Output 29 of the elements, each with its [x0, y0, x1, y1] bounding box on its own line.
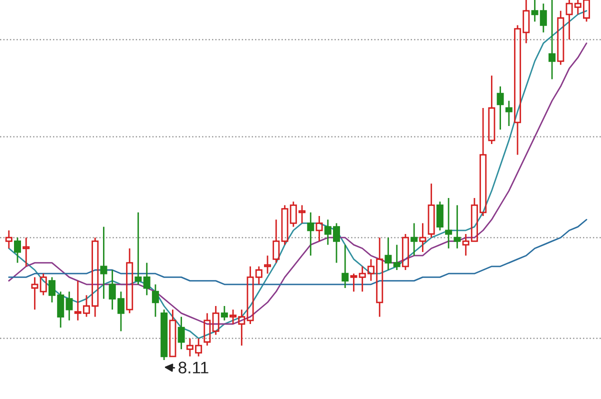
candlestick [31, 276, 38, 310]
candlestick [384, 236, 392, 271]
candlestick [557, 10, 564, 66]
candlestick [204, 312, 211, 346]
candlestick [505, 100, 512, 127]
candlestick [393, 244, 400, 271]
candlestick [220, 305, 228, 322]
candlestick [143, 262, 150, 296]
candlestick [134, 212, 142, 286]
candlestick [100, 226, 108, 300]
candlestick [22, 236, 30, 268]
candlestick [152, 284, 159, 318]
candlestick [410, 222, 418, 256]
candlestick [272, 218, 280, 264]
candlestick [160, 308, 168, 360]
text: 8.11 [178, 362, 208, 374]
candlestick [428, 182, 435, 238]
candlestick [488, 74, 496, 145]
candlestick [5, 230, 12, 250]
candlestick [307, 212, 314, 256]
candlestick [419, 222, 426, 253]
candlestick [496, 86, 504, 130]
candlestick [316, 215, 323, 242]
candlestick [342, 244, 349, 289]
candlestick [212, 305, 220, 336]
candlestick [454, 204, 461, 250]
candlestick [445, 197, 452, 250]
candlestick [548, 0, 556, 80]
candlestick [178, 316, 185, 350]
